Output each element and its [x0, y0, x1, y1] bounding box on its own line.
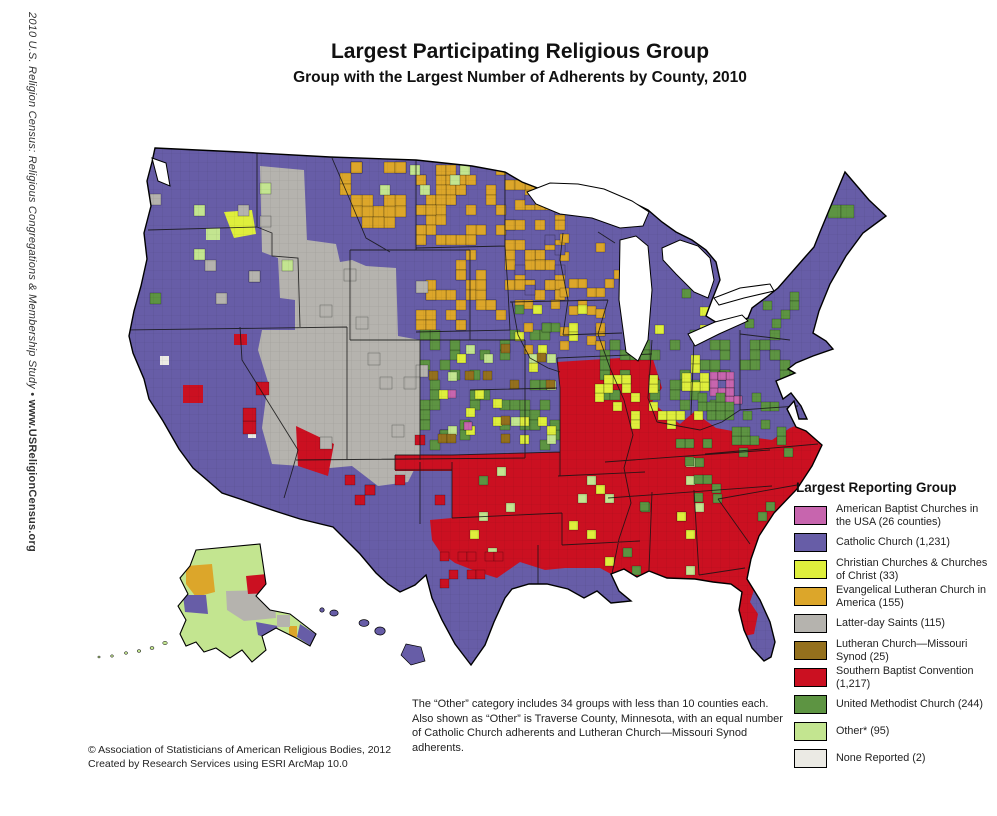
- legend-swatch-lds: [794, 614, 827, 633]
- legend-swatch-american_baptist: [794, 506, 827, 525]
- legend-entry-catholic: Catholic Church (1,231): [794, 529, 994, 556]
- legend-entry-christian: Christian Churches & Churches of Christ …: [794, 556, 994, 583]
- legend-entries: American Baptist Churches in the USA (26…: [794, 502, 994, 772]
- hawaii-island: [374, 626, 386, 636]
- hawaii-islands: [319, 607, 426, 666]
- hawaii-island: [358, 619, 370, 627]
- county-cell-delmarva-methodist: [798, 379, 809, 390]
- bullet-separator: •: [26, 389, 38, 400]
- alaska-catholic-west: [183, 595, 208, 614]
- legend-swatch-missouri_synod: [794, 641, 827, 660]
- legend-swatch-christian: [794, 560, 827, 579]
- legend-label: Lutheran Church—Missouri Synod (25): [836, 638, 968, 663]
- legend-label: American Baptist Churches in the USA (26…: [836, 503, 979, 528]
- copyright-line1: © Association of Statisticians of Americ…: [88, 744, 392, 756]
- aleutian-island: [136, 649, 142, 653]
- great-lakes: [151, 157, 775, 362]
- legend-label: United Methodist Church (244): [836, 698, 984, 711]
- copyright-block: © Association of Statisticians of Americ…: [88, 743, 391, 771]
- county-cell-delmarva-methodist: [789, 379, 800, 390]
- copyright-line2: Created by Research Services using ESRI …: [88, 758, 348, 770]
- legend-title: Largest Reporting Group: [796, 480, 957, 495]
- legend-entry-elca: Evangelical Lutheran Church in America (…: [794, 583, 994, 610]
- aleutian-island: [97, 655, 101, 659]
- hawaii-island: [319, 607, 325, 613]
- legend-entry-lds: Latter-day Saints (115): [794, 610, 994, 637]
- lake-michigan: [618, 235, 653, 362]
- hawaii-big-island: [400, 643, 426, 666]
- sidebar-website-link[interactable]: www.USReligionCensus.org: [26, 399, 38, 552]
- alaska-outline: [177, 543, 317, 663]
- legend-entry-southern_baptist: Southern Baptist Convention (1,217): [794, 664, 994, 691]
- legend-label: Evangelical Lutheran Church in America (…: [836, 584, 987, 609]
- legend-label: None Reported (2): [836, 752, 926, 765]
- legend-label: Catholic Church (1,231): [836, 536, 951, 549]
- aleutian-island: [124, 651, 128, 655]
- lake-superior: [526, 182, 650, 229]
- legend-label: Southern Baptist Convention (1,217): [836, 665, 974, 690]
- legend-swatch-catholic: [794, 533, 827, 552]
- alaska-elca-west: [186, 564, 215, 597]
- legend-entry-american_baptist: American Baptist Churches in the USA (26…: [794, 502, 994, 529]
- legend-swatch-elca: [794, 587, 827, 606]
- county-cell-delmarva-methodist: [798, 388, 809, 399]
- legend-entry-other: Other* (95): [794, 718, 994, 745]
- state-borders: [129, 152, 819, 588]
- county-cell-delmarva-methodist: [789, 379, 800, 390]
- legend-label: Other* (95): [836, 725, 890, 738]
- legend-swatch-none: [794, 749, 827, 768]
- alaska-catholic-panhandle: [297, 624, 316, 646]
- county-cell-delmarva-methodist: [798, 388, 809, 399]
- map-legend: Largest Reporting Group American Baptist…: [794, 480, 994, 772]
- page-title: Largest Participating Religious Group: [330, 40, 710, 63]
- aleutian-island: [110, 654, 114, 658]
- legend-entry-none: None Reported (2): [794, 745, 994, 772]
- legend-label: Latter-day Saints (115): [836, 617, 946, 630]
- legend-entry-missouri_synod: Lutheran Church—Missouri Synod (25): [794, 637, 994, 664]
- aleutian-island: [162, 641, 168, 645]
- page-subtitle: Group with the Largest Number of Adheren…: [293, 69, 747, 86]
- lake-huron: [661, 239, 715, 299]
- lake-erie: [687, 314, 749, 347]
- hawaii-island: [329, 609, 339, 617]
- legend-swatch-southern_baptist: [794, 668, 827, 687]
- legend-entry-methodist: United Methodist Church (244): [794, 691, 994, 718]
- aleutian-island: [149, 646, 155, 650]
- sidebar-attribution: 2010 U.S. Religion Census: Religious Con…: [26, 12, 38, 557]
- lake-ontario: [713, 283, 775, 306]
- puget-sound: [151, 157, 171, 187]
- legend-swatch-other: [794, 722, 827, 741]
- legend-swatch-methodist: [794, 695, 827, 714]
- alaska-lds-panhandle: [277, 615, 290, 627]
- sidebar-census-text: 2010 U.S. Religion Census: Religious Con…: [26, 12, 38, 389]
- aleutian-islands: [97, 641, 168, 659]
- alaska-elca-panhandle: [289, 626, 297, 637]
- legend-label: Christian Churches & Churches of Christ …: [836, 557, 988, 582]
- other-category-footnote: The “Other” category includes 34 groups …: [412, 698, 783, 754]
